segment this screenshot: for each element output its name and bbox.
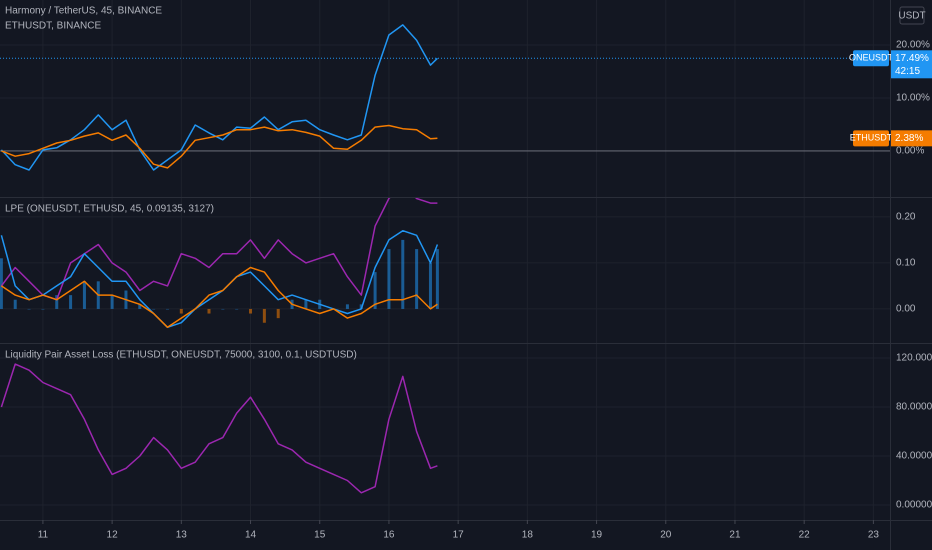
histogram-bar bbox=[82, 281, 86, 309]
histogram-bar bbox=[55, 295, 59, 309]
x-tick-label: 22 bbox=[799, 530, 811, 541]
histogram-bar bbox=[249, 308, 253, 314]
histogram-bar bbox=[345, 304, 349, 309]
series-line bbox=[0, 198, 438, 301]
histogram-bar bbox=[0, 258, 3, 309]
histogram-bar bbox=[41, 308, 45, 310]
histogram-bar bbox=[152, 308, 156, 310]
series-name-tag-label: ETHUSDT bbox=[850, 133, 893, 143]
pane bbox=[0, 198, 439, 329]
y-tick-label: 0.20 bbox=[896, 212, 916, 223]
x-tick-label: 17 bbox=[453, 530, 465, 541]
pane-legend: Harmony / TetherUS, 45, BINANCE bbox=[5, 6, 162, 17]
y-tick-label: 80.00000 bbox=[896, 402, 932, 413]
last-value-label: 17.49% bbox=[895, 53, 929, 64]
series-line bbox=[0, 266, 438, 329]
histogram-bar bbox=[304, 299, 308, 309]
x-tick-label: 12 bbox=[107, 530, 119, 541]
currency-label: USDT bbox=[898, 11, 925, 22]
histogram-bar bbox=[435, 249, 439, 309]
x-tick-label: 21 bbox=[729, 530, 741, 541]
histogram-bar bbox=[359, 304, 363, 309]
pane-legend: Liquidity Pair Asset Loss (ETHUSDT, ONEU… bbox=[5, 350, 357, 361]
histogram-bar bbox=[387, 249, 391, 309]
pane bbox=[0, 24, 890, 171]
y-tick-label: 0.10 bbox=[896, 258, 916, 269]
x-tick-label: 15 bbox=[314, 530, 326, 541]
y-tick-label: 40.00000 bbox=[896, 451, 932, 462]
histogram-bar bbox=[262, 308, 266, 323]
x-tick-label: 19 bbox=[591, 530, 603, 541]
series-name-tag bbox=[853, 130, 889, 147]
histogram-bar bbox=[110, 295, 114, 309]
series-name-tag bbox=[853, 50, 889, 67]
histogram-bar bbox=[373, 272, 377, 309]
histogram-bar bbox=[138, 304, 142, 309]
x-tick-label: 13 bbox=[176, 530, 188, 541]
y-tick-label: 0.00% bbox=[896, 146, 924, 157]
countdown-label: 42:15 bbox=[895, 66, 920, 77]
histogram-bar bbox=[27, 308, 31, 310]
series-name-tag-label: ONEUSDT bbox=[849, 53, 894, 63]
histogram-bar bbox=[165, 308, 169, 310]
x-tick-label: 18 bbox=[522, 530, 534, 541]
histogram-bar bbox=[401, 239, 405, 309]
y-tick-label: 10.00% bbox=[896, 93, 930, 104]
histogram-bar bbox=[415, 249, 419, 309]
histogram-bar bbox=[13, 299, 17, 309]
y-tick-label: 20.00% bbox=[896, 40, 930, 51]
histogram-bar bbox=[428, 262, 432, 309]
series-line bbox=[1, 124, 438, 169]
grid-layer bbox=[0, 0, 890, 520]
pane-legend: ETHUSDT, BINANCE bbox=[5, 21, 101, 32]
x-tick-label: 20 bbox=[660, 530, 672, 541]
pane bbox=[0, 363, 438, 494]
x-tick-label: 23 bbox=[868, 530, 880, 541]
x-tick-label: 14 bbox=[245, 530, 257, 541]
last-value-tag bbox=[891, 50, 932, 79]
histogram-bar bbox=[221, 308, 225, 310]
histogram-bar bbox=[207, 308, 211, 314]
x-tick-label: 16 bbox=[383, 530, 395, 541]
pane-legend: LPE (ONEUSDT, ETHUSD, 45, 0.09135, 3127) bbox=[5, 204, 214, 215]
y-tick-label: 0.00 bbox=[896, 304, 916, 315]
x-tick-label: 11 bbox=[38, 530, 49, 541]
currency-button[interactable] bbox=[899, 6, 925, 25]
y-tick-label: 120.00000 bbox=[896, 353, 932, 364]
histogram-bar bbox=[235, 308, 239, 310]
histogram-bar bbox=[179, 308, 183, 314]
y-tick-label: 0.00000 bbox=[896, 500, 932, 511]
last-value-tag bbox=[891, 130, 932, 147]
series-line bbox=[0, 363, 438, 494]
histogram-bar bbox=[276, 308, 280, 319]
histogram-bar bbox=[69, 295, 73, 309]
series-line bbox=[0, 24, 438, 171]
last-value-label: 2.38% bbox=[895, 133, 923, 144]
